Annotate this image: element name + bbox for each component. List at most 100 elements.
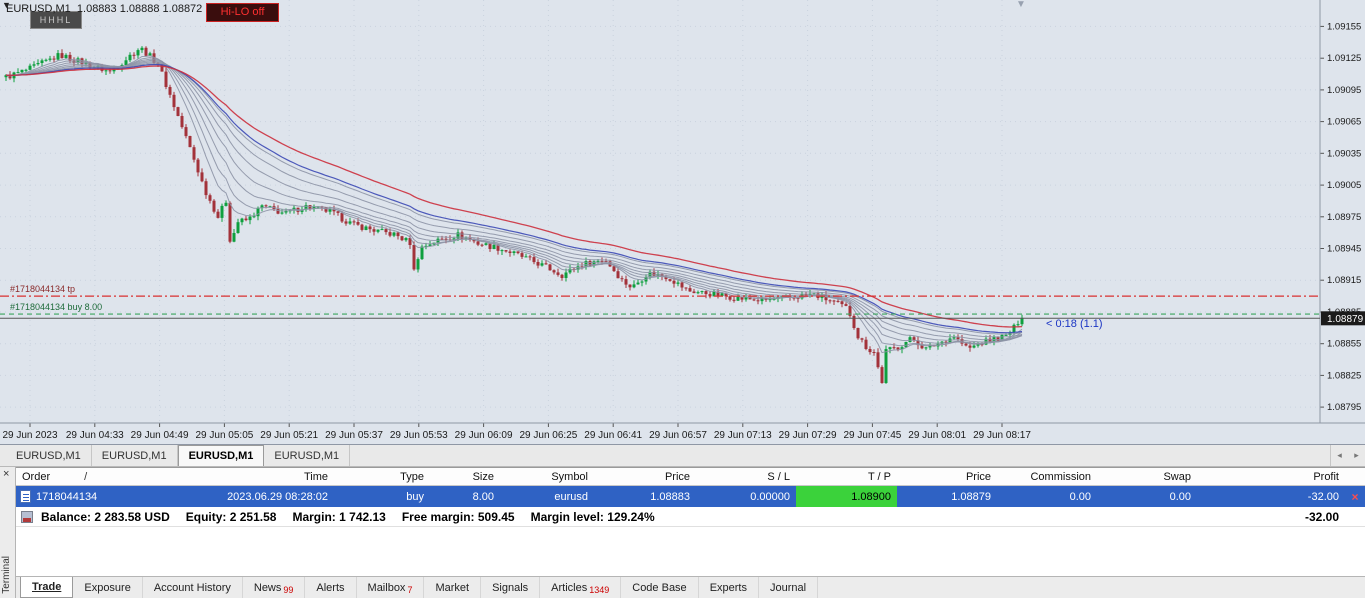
column-order[interactable]: Order / (16, 468, 150, 485)
svg-text:29 Jun 06:25: 29 Jun 06:25 (519, 430, 577, 441)
tab-news[interactable]: News 99 (243, 577, 306, 598)
tab-trade-label: Trade (32, 581, 62, 593)
candlestick-chart[interactable]: 1.09155 1.09125 1.09095 1.09065 1.09035 1.090… (0, 0, 1365, 445)
svg-text:29 Jun 08:17: 29 Jun 08:17 (973, 430, 1031, 441)
tab-code-base[interactable]: Code Base (621, 577, 699, 598)
tab-signals[interactable]: Signals (481, 577, 541, 598)
order-profit-cell: -32.00 (1307, 490, 1339, 503)
svg-text:1.09005: 1.09005 (1327, 180, 1361, 191)
order-row-selected[interactable]: 1718044134 2023.06.29 08:28:02 buy 8.00 … (16, 486, 1365, 507)
orders-table-header: Order / Time Type Size Symbol Price S / … (16, 468, 1365, 486)
margin-level-value: Margin level: 129.24% (530, 509, 655, 524)
order-size-cell: 8.00 (472, 490, 494, 503)
svg-text:1.08945: 1.08945 (1327, 244, 1361, 255)
tab-journal-label: Journal (769, 581, 807, 594)
chart-tab-3-active[interactable]: EURUSD,M1 (177, 445, 265, 466)
svg-text:1.09035: 1.09035 (1327, 148, 1361, 159)
tab-journal[interactable]: Journal (759, 577, 819, 598)
chart-tab-4[interactable]: EURUSD,M1 (264, 445, 351, 466)
svg-text:1.08795: 1.08795 (1327, 402, 1361, 413)
svg-text:1.08915: 1.08915 (1327, 275, 1361, 286)
column-type[interactable]: Type (400, 470, 424, 483)
svg-text:29 Jun 05:53: 29 Jun 05:53 (390, 430, 448, 441)
margin-value: Margin: 1 742.13 (292, 509, 386, 524)
tab-experts-label: Experts (709, 581, 747, 594)
chart-dropdown-arrow-icon[interactable]: ▼ (2, 0, 11, 10)
tab-trade[interactable]: Trade (20, 577, 74, 598)
column-symbol[interactable]: Symbol (551, 470, 588, 483)
column-swap[interactable]: Swap (1163, 470, 1191, 483)
chart-tab-2[interactable]: EURUSD,M1 (92, 445, 178, 466)
svg-text:29 Jun 07:13: 29 Jun 07:13 (714, 430, 772, 441)
svg-text:29 Jun 2023: 29 Jun 2023 (2, 430, 57, 441)
order-tp-cell: 1.08900 (796, 486, 897, 507)
tab-exposure[interactable]: Exposure (73, 577, 143, 598)
symbol-ohlc-label: EURUSD,M1 1.08883 1.08888 1.08872 1.08 (6, 3, 227, 15)
tab-articles[interactable]: Articles 1349 (540, 577, 622, 598)
sort-indicator: / (84, 470, 88, 483)
svg-text:29 Jun 05:05: 29 Jun 05:05 (195, 430, 253, 441)
chart-tab-1[interactable]: EURUSD,M1 (6, 445, 92, 466)
order-id: 1718044134 (36, 490, 98, 503)
total-profit-value: -32.00 (1304, 509, 1339, 524)
svg-text:29 Jun 08:01: 29 Jun 08:01 (908, 430, 966, 441)
close-position-button[interactable]: × (1351, 489, 1359, 504)
tab-experts[interactable]: Experts (699, 577, 759, 598)
column-sl[interactable]: S / L (767, 470, 790, 483)
chart-tabs-scroll: ◂ ▸ (1330, 445, 1365, 466)
tab-alerts-label: Alerts (316, 581, 345, 594)
chart-tabs-scroll-left-icon[interactable]: ◂ (1337, 450, 1342, 460)
balance-value: Balance: 2 283.58 USD (41, 509, 170, 524)
tab-news-label: News (253, 581, 282, 594)
hhhl-indicator-button[interactable]: HHHL (30, 11, 82, 29)
svg-text:1.08825: 1.08825 (1327, 370, 1361, 381)
equity-value: Equity: 2 251.58 (185, 509, 277, 524)
column-size[interactable]: Size (472, 470, 494, 483)
svg-text:29 Jun 04:33: 29 Jun 04:33 (66, 430, 124, 441)
order-type-icon (20, 490, 31, 503)
column-actions (1345, 468, 1365, 485)
tab-account-history[interactable]: Account History (143, 577, 243, 598)
chart-tabs-bar: EURUSD,M1 EURUSD,M1 EURUSD,M1 EURUSD,M1 … (0, 445, 1365, 467)
terminal-side-strip: × Terminal (0, 467, 16, 598)
svg-text:1.08855: 1.08855 (1327, 339, 1361, 350)
tab-alerts[interactable]: Alerts (305, 577, 357, 598)
tab-mailbox[interactable]: Mailbox 7 (357, 577, 425, 598)
svg-text:#1718044134 tp: #1718044134 tp (10, 284, 75, 294)
tab-articles-badge: 1349 (589, 585, 610, 595)
svg-text:1.08975: 1.08975 (1327, 212, 1361, 223)
tab-news-badge: 99 (283, 585, 294, 595)
candle-countdown-label: < 0:18 (1.1) (1046, 318, 1103, 330)
tab-market-label: Market (435, 581, 470, 594)
tab-market[interactable]: Market (424, 577, 482, 598)
column-price-current[interactable]: Price (965, 470, 991, 483)
tab-signals-label: Signals (492, 581, 529, 594)
svg-text:29 Jun 06:41: 29 Jun 06:41 (584, 430, 642, 441)
terminal-strip-label: Terminal (1, 556, 12, 594)
tab-code-base-label: Code Base (632, 581, 687, 594)
column-commission[interactable]: Commission (1030, 470, 1091, 483)
column-tp[interactable]: T / P (867, 470, 891, 483)
column-profit[interactable]: Profit (1313, 470, 1339, 483)
svg-text:29 Jun 06:09: 29 Jun 06:09 (455, 430, 513, 441)
svg-text:1.09125: 1.09125 (1327, 53, 1361, 64)
order-type-cell: buy (406, 490, 424, 503)
svg-text:29 Jun 04:49: 29 Jun 04:49 (131, 430, 189, 441)
svg-text:1.08879: 1.08879 (1327, 314, 1364, 325)
balance-row: Balance: 2 283.58 USD Equity: 2 251.58 M… (16, 507, 1365, 527)
column-price-open[interactable]: Price (664, 470, 690, 483)
column-time[interactable]: Time (303, 470, 328, 483)
svg-text:#1718044134 buy 8.00: #1718044134 buy 8.00 (10, 302, 102, 312)
svg-text:29 Jun 05:21: 29 Jun 05:21 (260, 430, 318, 441)
hilo-toggle-button[interactable]: Hi-LO off (206, 3, 279, 22)
balance-icon (21, 510, 33, 523)
chart-tabs-scroll-right-icon[interactable]: ▸ (1354, 450, 1359, 460)
chart-shift-marker-icon[interactable]: ▼ (1016, 0, 1026, 10)
chart-area[interactable]: 1.09155 1.09125 1.09095 1.09065 1.09035 1.090… (0, 0, 1365, 445)
tab-exposure-label: Exposure (84, 581, 131, 594)
order-open-price-cell: 1.08883 (650, 490, 690, 503)
order-swap-cell: 0.00 (1169, 490, 1191, 503)
terminal-close-icon[interactable]: × (3, 468, 10, 480)
svg-text:29 Jun 07:45: 29 Jun 07:45 (843, 430, 901, 441)
